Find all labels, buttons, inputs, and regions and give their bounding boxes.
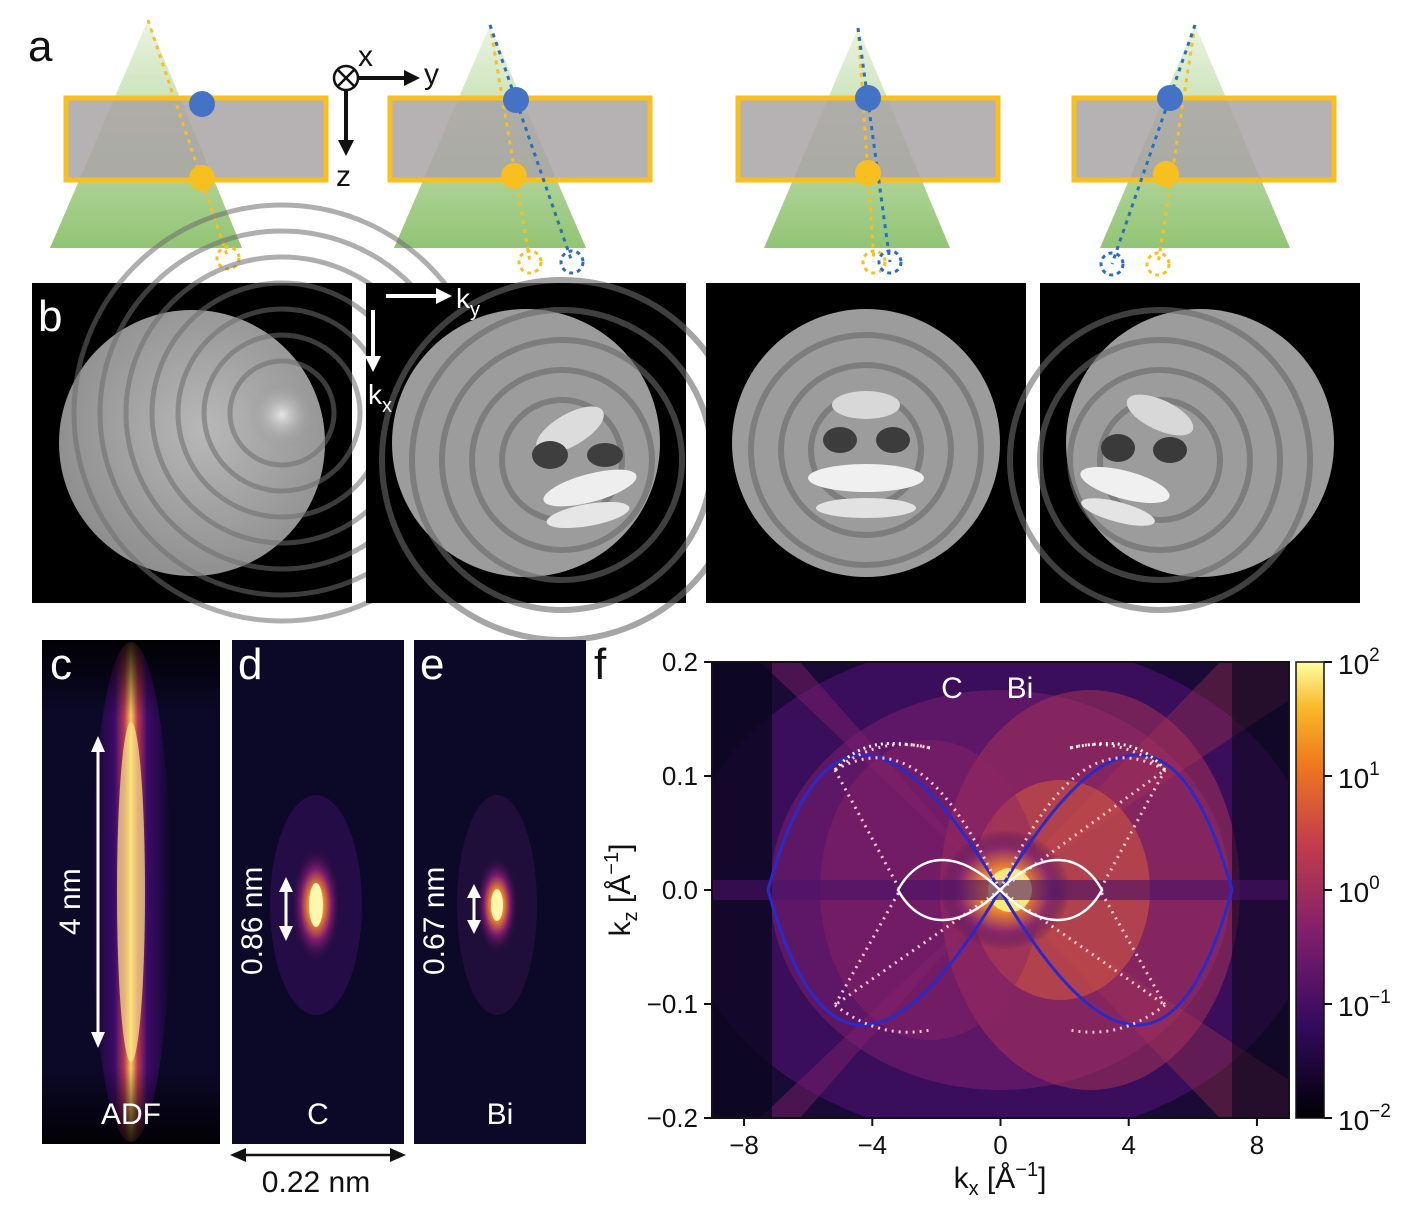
panel-label-f: f [594,640,607,689]
y-tick-label: 0.2 [662,647,698,677]
panel-label-a: a [28,22,53,71]
panel-label-d: d [238,640,263,689]
panel-d-carbon: 0.86 nm C [232,640,404,1144]
x-tick-label: 8 [1250,1130,1264,1160]
dotted-curve [833,742,1168,1034]
x-tick-label: −4 [857,1130,887,1160]
blue-atom [503,87,529,113]
blue-dotted-arc-top [833,742,1167,771]
schematic-3 [735,27,1001,275]
overlay-curves [766,742,1234,1034]
colorbar-tick-label: 10−2 [1338,1101,1391,1136]
bi-label: Bi [487,1098,514,1131]
y-tick-label: 0.1 [662,761,698,791]
axis-y-label: y [424,58,439,91]
yellow-atom [1153,161,1179,187]
region-label-bi: Bi [1007,672,1034,705]
colorbar-ticks: 102 101 100 10−1 10−2 [1324,645,1391,1136]
width-scale: 0.22 nm [230,1148,406,1199]
colorbar-tick-label: 102 [1338,645,1380,680]
x-tick-label: 4 [1121,1130,1135,1160]
coordinate-axes: x y z [332,40,439,193]
panel-label-c: c [50,640,72,689]
colorbar-tick-label: 10−1 [1338,987,1391,1022]
colorbar-tick-label: 101 [1338,759,1380,794]
colorbar-tick-label: 100 [1338,873,1380,908]
y-axis-ticks: 0.2 0.1 0.0 −0.1 −0.2 [647,647,712,1133]
blue-atom [1157,85,1183,111]
y-axis-label: kz [Å−1] [601,844,642,937]
width-scale-label: 0.22 nm [262,1166,370,1199]
yellow-atom [855,160,881,186]
blue-atom [189,91,215,117]
x-axis-ticks: −8 −4 0 4 8 [729,1118,1264,1160]
y-tick-label: 0.0 [662,875,698,905]
c-size-label: 0.86 nm [236,867,269,975]
white-curve [896,858,1104,922]
yellow-atom [189,165,215,191]
axis-z-label: z [336,160,351,193]
panel-a-schematics: x y z [50,19,1337,277]
c-label: C [307,1098,329,1131]
panel-label-e: e [420,640,445,689]
kx-label: kx [368,379,392,417]
panel-e-bismuth: 0.67 nm Bi [414,640,586,1144]
x-tick-label: −8 [729,1130,759,1160]
yellow-atom [501,163,527,189]
panel-c-adf: 4 nm ADF [42,640,220,1144]
colorbar [1295,661,1325,1119]
y-tick-label: −0.2 [647,1103,698,1133]
adf-size-label: 4 nm [54,868,87,935]
y-tick-label: −0.1 [647,989,698,1019]
panel-label-b: b [38,292,63,341]
panel-b-diffraction: ky kx [32,202,1360,643]
bi-size-label: 0.67 nm [418,867,451,975]
x-axis-label: kx [Å−1] [954,1159,1047,1200]
panel-f-heatmap: C Bi −8 −4 0 4 8 0.20.10.0−0.1−0.2 kx [Å−1] … [601,645,1391,1200]
ky-label: ky [456,283,480,321]
x-tick-label: 0 [993,1130,1007,1160]
axis-x-label: x [358,40,373,73]
adf-label: ADF [101,1098,161,1131]
schematic-4 [1071,24,1337,277]
blue-atom [855,85,881,111]
region-label-c: C [941,672,963,705]
schematic-2 [387,24,653,275]
